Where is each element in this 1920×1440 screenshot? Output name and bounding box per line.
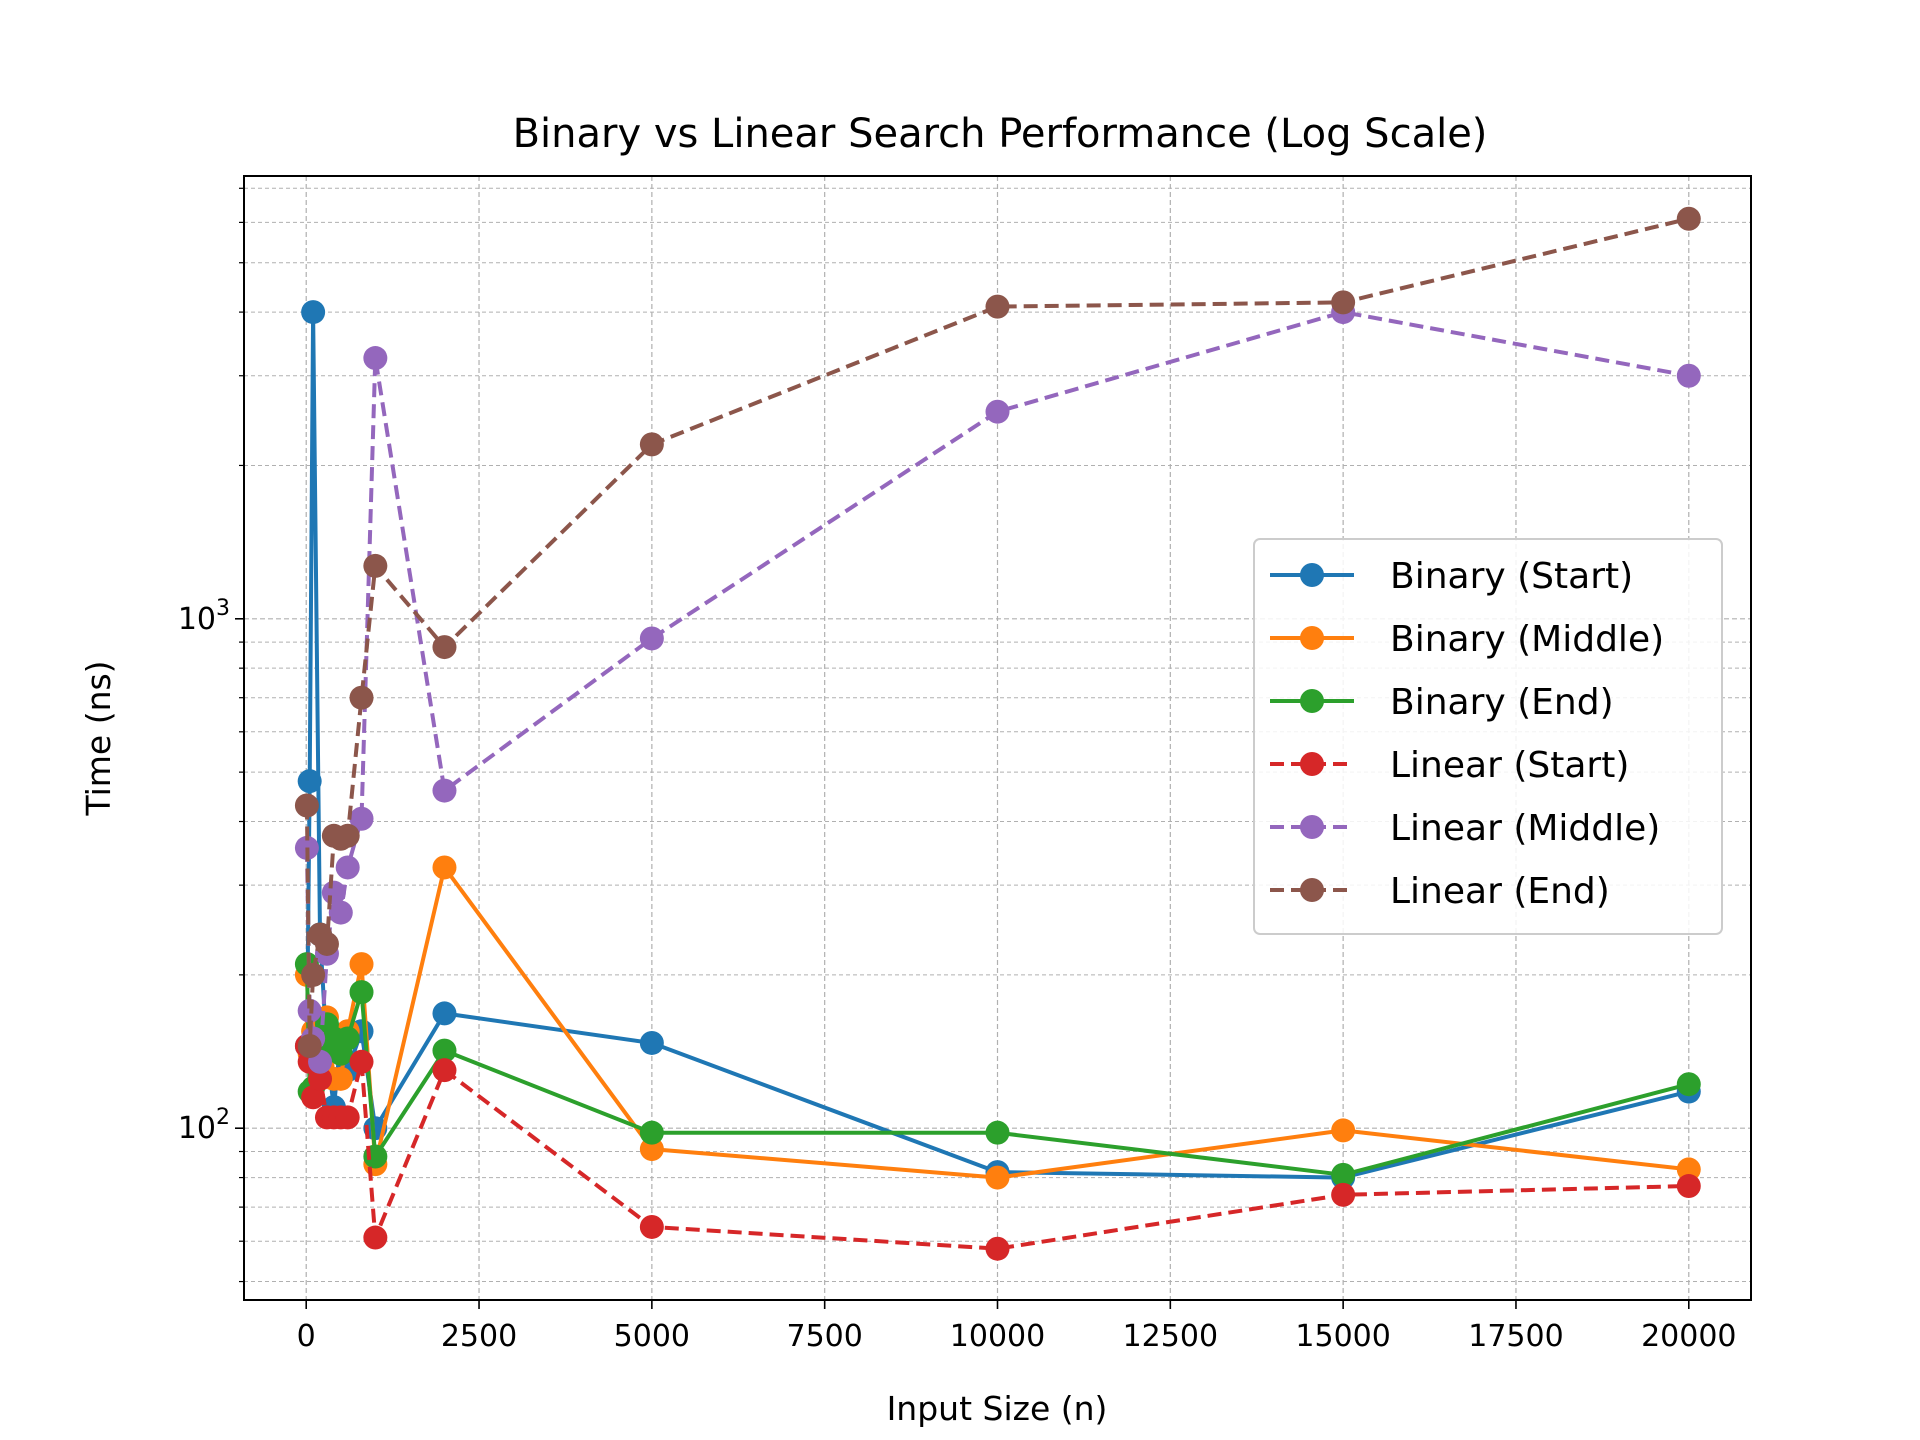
x-tick-label: 2500 <box>441 1319 517 1354</box>
data-point <box>363 553 388 578</box>
data-point <box>985 1165 1010 1190</box>
series-layer <box>294 206 1701 1261</box>
data-point <box>432 1058 457 1083</box>
data-point <box>1331 1162 1356 1187</box>
data-point <box>1331 1118 1356 1143</box>
y-tick-label-exponent: 3 <box>216 596 230 621</box>
x-tick-label: 10000 <box>950 1319 1045 1354</box>
data-point <box>639 1214 664 1239</box>
data-point <box>363 346 388 371</box>
data-point <box>985 294 1010 319</box>
x-tick-label: 20000 <box>1641 1319 1736 1354</box>
data-point <box>335 823 360 848</box>
x-axis: 0 2500 5000 7500 10000 12500 15000 17500 20000 <box>297 1300 1737 1354</box>
data-point <box>335 1026 360 1051</box>
data-point <box>432 855 457 880</box>
y-tick-label: 103 <box>178 596 230 637</box>
data-point <box>1676 1072 1701 1097</box>
data-point <box>314 931 339 956</box>
legend-marker <box>1300 878 1324 902</box>
data-point <box>432 778 457 803</box>
x-tick-label: 0 <box>297 1319 316 1354</box>
legend-marker <box>1300 752 1324 776</box>
legend-entry: Binary (Middle) <box>1270 619 1664 660</box>
legend-label: Binary (End) <box>1390 682 1614 723</box>
y-axis-label: Time (ns) <box>79 660 118 816</box>
legend-marker <box>1300 815 1324 839</box>
legend-entry: Linear (Middle) <box>1270 808 1660 849</box>
legend-box <box>1253 538 1723 935</box>
data-point <box>432 1038 457 1063</box>
data-point <box>349 980 374 1005</box>
legend-entry: Linear (End) <box>1270 871 1610 912</box>
x-tick-label: 15000 <box>1295 1319 1390 1354</box>
data-point <box>301 962 326 987</box>
data-point <box>639 1120 664 1145</box>
data-point <box>335 1105 360 1130</box>
data-point <box>297 769 322 794</box>
x-tick-label: 5000 <box>614 1319 690 1354</box>
data-point <box>308 1066 333 1091</box>
data-point <box>349 952 374 977</box>
data-point <box>639 1137 664 1162</box>
series-linear-end <box>294 206 1701 1059</box>
data-point <box>985 399 1010 424</box>
x-tick-label: 7500 <box>786 1319 862 1354</box>
legend-marker <box>1300 626 1324 650</box>
data-point <box>432 635 457 660</box>
legend-label: Linear (End) <box>1390 871 1610 912</box>
legend-label: Binary (Start) <box>1390 556 1633 597</box>
data-point <box>985 1120 1010 1145</box>
data-point <box>1331 1182 1356 1207</box>
y-tick-label-exponent: 2 <box>216 1105 230 1130</box>
data-point <box>321 880 346 905</box>
series-linear-start <box>294 1034 1701 1261</box>
y-tick-label-base: 10 <box>178 602 216 637</box>
data-point <box>432 1001 457 1026</box>
x-axis-label: Input Size (n) <box>887 1389 1108 1428</box>
legend-marker <box>1300 689 1324 713</box>
chart-title: Binary vs Linear Search Performance (Log… <box>513 111 1488 157</box>
y-tick-label: 102 <box>178 1105 230 1146</box>
data-point <box>335 855 360 880</box>
data-point <box>639 432 664 457</box>
data-point <box>363 1225 388 1250</box>
data-point <box>297 1034 322 1059</box>
data-point <box>1676 1157 1701 1182</box>
legend: Binary (Start) Binary (Middle) Binary (End… <box>1253 538 1723 935</box>
legend-label: Binary (Middle) <box>1390 619 1664 660</box>
legend-marker <box>1300 563 1324 587</box>
data-point <box>1676 363 1701 388</box>
data-point <box>985 1236 1010 1261</box>
data-point <box>349 1049 374 1074</box>
data-point <box>301 1085 326 1110</box>
data-point <box>639 626 664 651</box>
data-point <box>639 1030 664 1055</box>
data-point <box>328 1066 353 1091</box>
legend-entry: Linear (Start) <box>1270 745 1629 786</box>
data-point <box>328 900 353 925</box>
data-point <box>1676 1174 1701 1199</box>
x-tick-label: 17500 <box>1468 1319 1563 1354</box>
data-point <box>1331 290 1356 315</box>
y-tick-label-base: 10 <box>178 1111 216 1146</box>
data-point <box>294 793 319 818</box>
data-point <box>349 685 374 710</box>
data-point <box>349 806 374 831</box>
legend-entry: Binary (End) <box>1270 682 1614 723</box>
legend-label: Linear (Middle) <box>1390 808 1660 849</box>
data-point <box>1676 206 1701 231</box>
data-point <box>301 300 326 325</box>
x-tick-label: 12500 <box>1123 1319 1218 1354</box>
legend-entry: Binary (Start) <box>1270 556 1633 597</box>
legend-label: Linear (Start) <box>1390 745 1629 786</box>
